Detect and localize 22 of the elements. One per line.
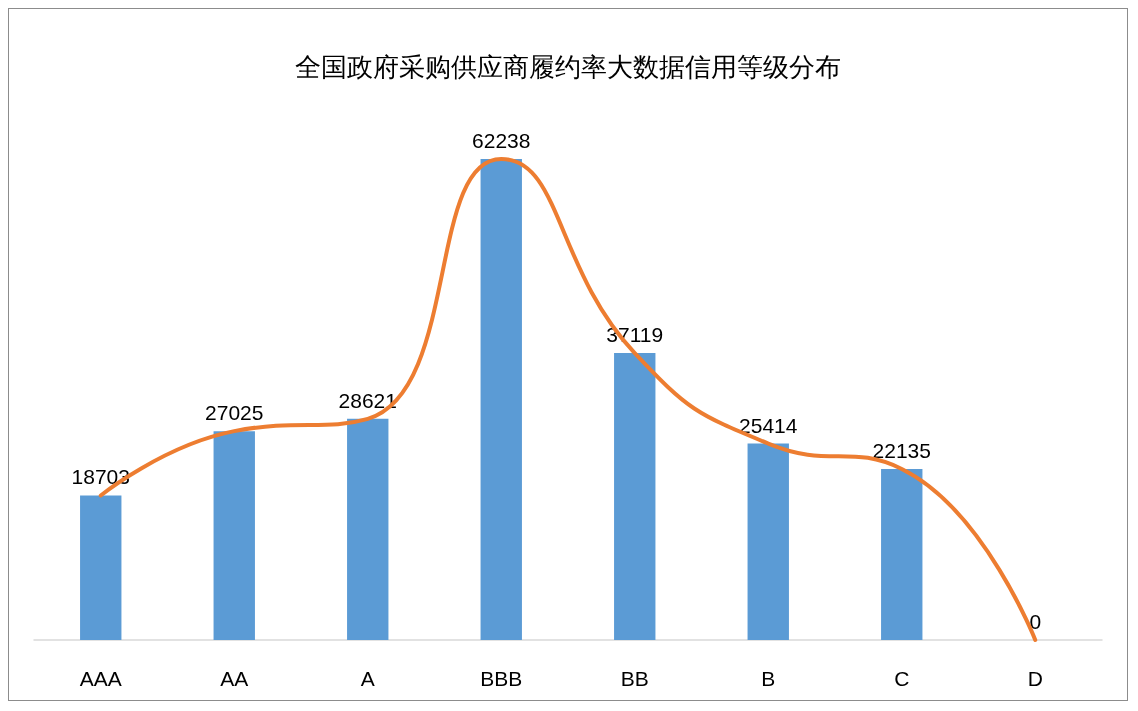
data-label: 22135 xyxy=(872,438,931,462)
bar xyxy=(614,353,656,640)
x-tick-label: B xyxy=(761,667,776,690)
data-label: 0 xyxy=(1029,610,1042,633)
x-tick-label: BB xyxy=(620,667,649,690)
x-tick-label: AA xyxy=(220,667,249,690)
data-label: 62238 xyxy=(472,128,531,152)
bar xyxy=(747,443,789,640)
bar xyxy=(213,431,255,640)
x-tick-label: AAA xyxy=(79,667,122,690)
bar xyxy=(80,495,122,640)
x-tick-label: BBB xyxy=(480,667,523,690)
bar xyxy=(881,468,923,640)
chart-title: 全国政府采购供应商履约率大数据信用等级分布 xyxy=(295,52,841,82)
x-tick-label: D xyxy=(1027,667,1043,690)
x-tick-label: C xyxy=(894,667,910,690)
x-tick-label: A xyxy=(360,667,375,690)
data-label: 28621 xyxy=(338,388,397,412)
bar xyxy=(480,158,522,640)
data-label: 27025 xyxy=(205,401,264,425)
bar xyxy=(347,418,389,640)
data-label: 25414 xyxy=(739,413,798,437)
